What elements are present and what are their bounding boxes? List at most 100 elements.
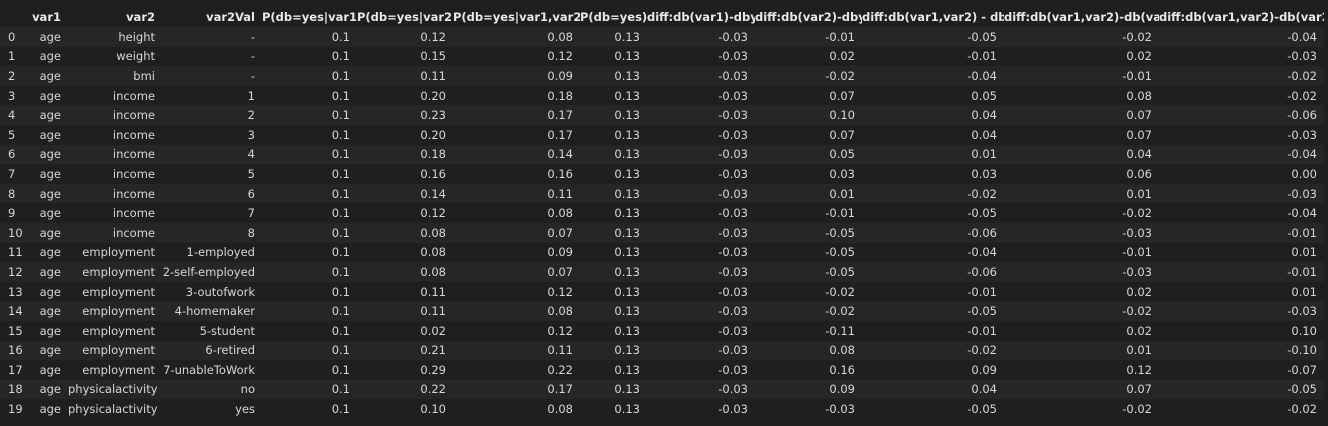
table-cell: age [39,402,61,417]
row-index: 2 [8,68,16,83]
table-cell: income [112,127,155,142]
table-cell: -0.03 [718,264,748,279]
table-cell: 0.07 [829,88,855,103]
table-cell: 0.29 [420,362,446,377]
row-index: 10 [8,225,23,240]
table-cell: 0.02 [1126,323,1152,338]
table-cell: -0.03 [825,402,855,417]
table-cell: -0.03 [718,382,748,397]
table-cell: - [250,68,255,83]
table-cell: 0.1 [331,245,350,260]
table-cell: bmi [133,68,155,83]
table-cell: 0.1 [331,362,350,377]
table-cell: 0.16 [829,362,855,377]
table-cell: 0.1 [331,343,350,358]
table-cell: yes [235,402,255,417]
table-cell: 0.08 [1126,88,1152,103]
table-cell: -0.05 [967,29,997,44]
table-cell: -0.02 [1287,402,1317,417]
table-cell: 4-homemaker [174,304,255,319]
table-cell: 0.04 [971,382,997,397]
table-cell: -0.03 [718,245,748,260]
column-header: var1 [32,9,61,24]
row-index: 4 [8,108,16,123]
table-cell: 0.09 [971,362,997,377]
column-header: P(db=yes|var2) [357,9,453,24]
table-cell: 0.13 [614,402,640,417]
table-cell: -0.02 [1287,68,1317,83]
row-index: 18 [8,382,23,397]
table-cell: 0.23 [420,108,446,123]
table-cell: 6 [247,186,255,201]
column-header: diff:db(var1,var2)-db(var2) [1159,9,1324,24]
table-cell: 0.14 [547,147,573,162]
table-cell: 0.13 [614,264,640,279]
table-cell: 0.1 [331,186,350,201]
table-row: 5 age income 3 0.1 0.20 0.17 0.13 -0.03 0.07 0.04 0… [0,124,1324,145]
table-cell: -0.03 [718,166,748,181]
table-cell: -0.04 [1287,147,1317,162]
table-cell: 0.10 [829,108,855,123]
table-cell: 0.08 [420,225,446,240]
table-cell: age [39,245,61,260]
table-row: 7 age income 5 0.1 0.16 0.16 0.13 -0.03 0.03 0.03 0… [0,164,1324,184]
table-cell: age [39,362,61,377]
table-cell: employment [82,304,155,319]
table-cell: 0.17 [547,382,573,397]
column-header: diff:db(var2)-dby [755,9,862,24]
table-cell: 0.02 [1126,49,1152,64]
table-cell: employment [82,264,155,279]
column-header: P(db=yes|var1,var2) [453,9,580,24]
table-cell: -0.05 [967,402,997,417]
table-body: 0 age height -0.1 0.12 0.08 0.13 -0.03 -0.01 -0.0… [0,27,1324,419]
row-index: 19 [8,402,23,417]
table-cell: 0.01 [971,147,997,162]
table-cell: 0.01 [1126,186,1152,201]
column-header: P(db=yes) [580,9,647,24]
table-cell: - [250,29,255,44]
table-row: 0 age height - 0.1 0.12 0.08 0.13 -0.03 -0.01 -0.0… [0,27,1324,47]
table-cell: -0.03 [718,186,748,201]
row-index: 9 [8,206,16,221]
table-cell: 0.1 [331,88,350,103]
table-cell: income [112,108,155,123]
table-cell: 0.13 [614,147,640,162]
table-cell: 0.13 [614,206,640,221]
table-cell: -0.03 [718,29,748,44]
row-index: 13 [8,284,23,299]
table-cell: 0.07 [547,264,573,279]
table-row: 11 age employment 1-employed 0.1 0.08 0.09 0.13… [0,242,1324,263]
table-cell: 0.13 [614,245,640,260]
table-cell: 5 [247,166,255,181]
table-cell: 0.13 [614,284,640,299]
table-cell: 0.02 [1126,284,1152,299]
table-row: 14 age employment 4-homemaker 0.1 0.11 0.08 0.1… [0,301,1324,321]
table-cell: -0.03 [1287,304,1317,319]
row-index: 15 [8,323,23,338]
table-cell: 0.1 [331,49,350,64]
table-cell: 0.13 [614,127,640,142]
table-cell: -0.03 [1287,127,1317,142]
table-row: 1 age weight - 0.1 0.15 0.12 0.13 -0.03 0.02 -0.01… [0,46,1324,67]
table-cell: 0.13 [614,343,640,358]
table-cell: 0.13 [614,49,640,64]
table-cell: 7 [247,206,255,221]
table-cell: 0.11 [420,68,446,83]
table-cell: 0.04 [1126,147,1152,162]
table-cell: 0.01 [829,186,855,201]
table-cell: 7-unableToWork [163,362,255,377]
table-cell: -0.05 [1287,382,1317,397]
row-index: 8 [8,186,16,201]
table-cell: 0.22 [547,362,573,377]
table-cell: 0.04 [971,108,997,123]
table-cell: -0.02 [825,284,855,299]
table-cell: age [39,29,61,44]
table-row: 19 age physicalactivity yes 0.1 0.10 0.08 0.13 -… [0,399,1324,419]
table-cell: 0.12 [1126,362,1152,377]
table-cell: 0.12 [547,49,573,64]
table-cell: -0.03 [718,49,748,64]
table-cell: income [112,88,155,103]
table-cell: 0.12 [547,284,573,299]
table-cell: 0.1 [331,382,350,397]
table-cell: -0.01 [1122,245,1152,260]
